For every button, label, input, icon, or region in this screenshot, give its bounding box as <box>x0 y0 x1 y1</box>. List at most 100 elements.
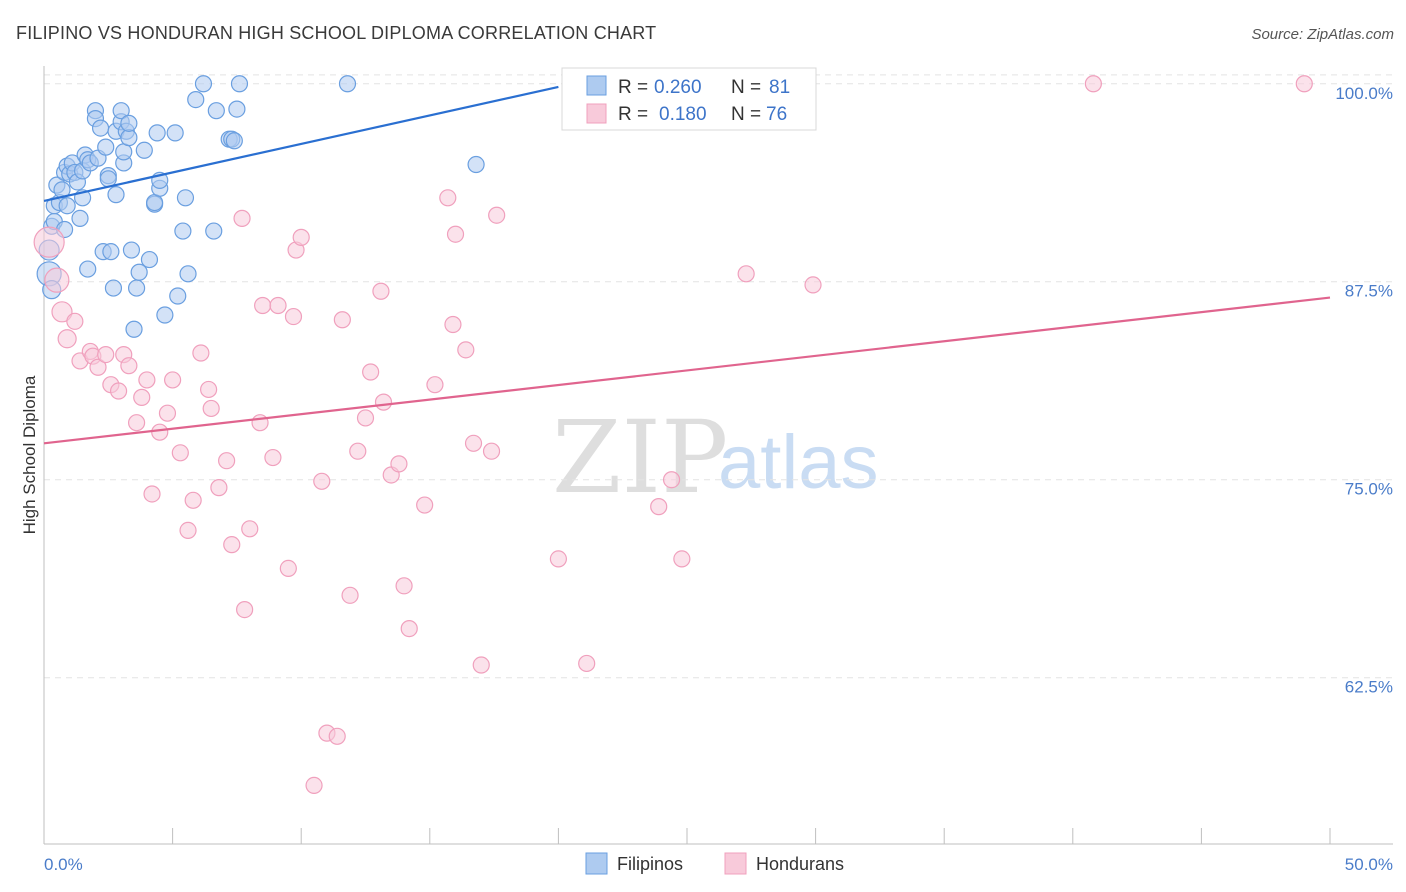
honduran-point <box>416 496 434 514</box>
honduran-point <box>482 442 501 460</box>
honduran-point <box>372 282 390 300</box>
honduran-point <box>292 228 310 246</box>
honduran-point <box>390 455 408 473</box>
filipino-point <box>120 114 138 132</box>
bottom-legend: Filipinos Hondurans <box>585 852 844 875</box>
honduran-point <box>264 448 282 467</box>
y-tick-label: 75.0% <box>1345 480 1393 499</box>
honduran-point <box>164 371 182 389</box>
filipino-point <box>166 124 184 142</box>
bottom-legend-label-hondurans: Hondurans <box>756 854 844 874</box>
filipino-point <box>338 75 357 93</box>
honduran-point <box>804 276 822 294</box>
legend-swatch-hondurans <box>586 103 607 124</box>
honduran-point <box>200 380 218 399</box>
watermark: ZIP atlas <box>552 399 879 516</box>
watermark-zip: ZIP <box>552 399 728 516</box>
honduran-point <box>127 414 146 432</box>
honduran-point <box>254 296 272 315</box>
x-tick-label-min: 0.0% <box>44 855 83 874</box>
filipino-point <box>140 250 159 269</box>
honduran-point <box>44 267 70 293</box>
series-filipinos <box>36 75 485 338</box>
filipino-point <box>115 143 133 161</box>
legend-r-label-2: R = <box>618 104 648 125</box>
honduran-point <box>305 776 323 794</box>
filipino-point <box>135 141 153 159</box>
honduran-point <box>218 452 236 470</box>
y-tick-label: 62.5% <box>1345 678 1393 697</box>
honduran-point <box>472 656 490 674</box>
honduran-point <box>89 358 107 376</box>
filipino-point <box>205 222 223 240</box>
filipino-point <box>130 263 148 281</box>
filipino-point <box>125 320 143 338</box>
filipino-point <box>148 124 166 142</box>
honduran-point <box>120 357 138 375</box>
bottom-legend-swatch-hondurans <box>724 852 747 875</box>
honduran-point <box>650 498 668 516</box>
honduran-point <box>284 307 303 326</box>
honduran-point <box>400 619 418 638</box>
bottom-legend-swatch-filipinos <box>585 852 608 875</box>
filipino-point <box>79 260 97 278</box>
filipino-point <box>169 287 187 305</box>
filipino-point <box>187 90 205 109</box>
honduran-point <box>349 442 367 460</box>
honduran-point <box>374 393 393 411</box>
x-tick-label-max: 50.0% <box>1345 855 1393 874</box>
trend-line-filipinos <box>43 85 559 203</box>
honduran-point <box>184 491 202 509</box>
honduran-point <box>1295 75 1313 93</box>
honduran-point <box>269 296 287 315</box>
filipino-point <box>176 189 195 207</box>
legend-r-value-2: 0.180 <box>659 104 707 125</box>
honduran-point <box>143 485 161 503</box>
honduran-point <box>236 600 254 619</box>
filipino-point <box>102 243 120 261</box>
honduran-point <box>158 404 177 422</box>
honduran-point <box>578 654 596 673</box>
honduran-point <box>241 520 259 538</box>
honduran-point <box>1084 75 1102 93</box>
filipino-point <box>122 241 141 259</box>
legend-n-label-1: N = <box>731 77 761 98</box>
honduran-point <box>444 315 462 334</box>
chart-source: Source: ZipAtlas.com <box>1251 26 1394 43</box>
legend-n-value-2: 76 <box>766 104 787 125</box>
y-tick-label: 100.0% <box>1335 84 1393 103</box>
filipino-point <box>225 132 243 150</box>
honduran-point <box>673 550 691 568</box>
trend-lines <box>43 85 1331 445</box>
scatter-points <box>33 75 1313 794</box>
filipino-point <box>467 155 485 174</box>
honduran-point <box>279 559 297 578</box>
honduran-point <box>202 399 220 418</box>
filipino-point <box>107 186 125 204</box>
honduran-point <box>97 345 115 364</box>
axes: 100.0% 87.5% 75.0% 62.5% <box>43 66 1393 845</box>
honduran-point <box>439 189 457 207</box>
honduran-point <box>549 550 568 568</box>
legend-n-label-2: N = <box>731 104 761 125</box>
honduran-point <box>737 265 755 283</box>
honduran-point <box>662 471 681 489</box>
filipino-point <box>104 279 123 297</box>
legend-r-label-1: R = <box>618 77 648 98</box>
legend-box: R = 0.260 N = 81 R = 0.180 N = 76 <box>561 67 817 131</box>
honduran-point <box>362 363 380 381</box>
filipino-point <box>127 279 146 297</box>
legend-r-value-1: 0.260 <box>654 77 702 98</box>
filipino-point <box>120 129 138 147</box>
honduran-point <box>341 586 359 604</box>
honduran-point <box>151 423 169 441</box>
filipino-point <box>58 197 76 215</box>
honduran-point <box>333 311 351 329</box>
honduran-point <box>171 444 189 462</box>
honduran-point <box>109 382 128 400</box>
honduran-point <box>457 341 475 359</box>
honduran-point <box>233 209 251 227</box>
bottom-legend-label-filipinos: Filipinos <box>617 854 683 874</box>
filipino-point <box>112 102 130 120</box>
